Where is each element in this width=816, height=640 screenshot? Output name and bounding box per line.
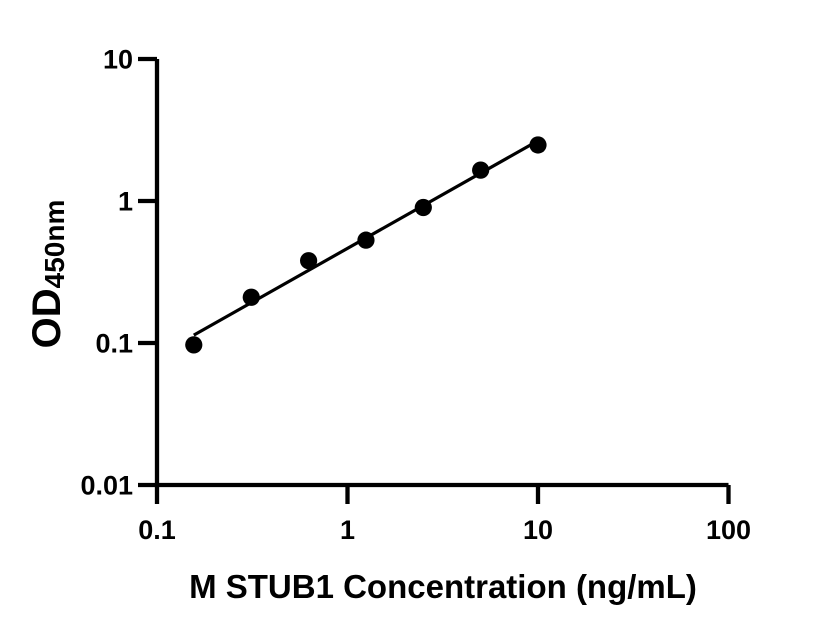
data-point (529, 136, 547, 154)
x-tick-label: 10 (523, 515, 553, 545)
data-point (300, 252, 318, 270)
y-tick-label: 10 (103, 45, 133, 75)
y-axis-title: OD450nm (25, 200, 70, 349)
y-tick-label: 1 (118, 187, 133, 217)
axis-lines (154, 59, 729, 488)
data-point (185, 336, 203, 354)
data-point (414, 198, 432, 217)
y-tick-label: 0.01 (80, 471, 133, 501)
data-point (242, 288, 260, 306)
y-axis-title-subscript: 450nm (39, 200, 70, 289)
x-axis-title: M STUB1 Concentration (ng/mL) (189, 568, 697, 605)
y-axis-title-main: OD (25, 288, 69, 348)
data-point (357, 231, 375, 249)
y-tick-label: 0.1 (95, 329, 133, 359)
data-point (472, 161, 490, 179)
x-tick-label: 1 (340, 515, 355, 545)
x-tick-label: 0.1 (138, 515, 176, 545)
x-tick-label: 100 (706, 515, 751, 545)
